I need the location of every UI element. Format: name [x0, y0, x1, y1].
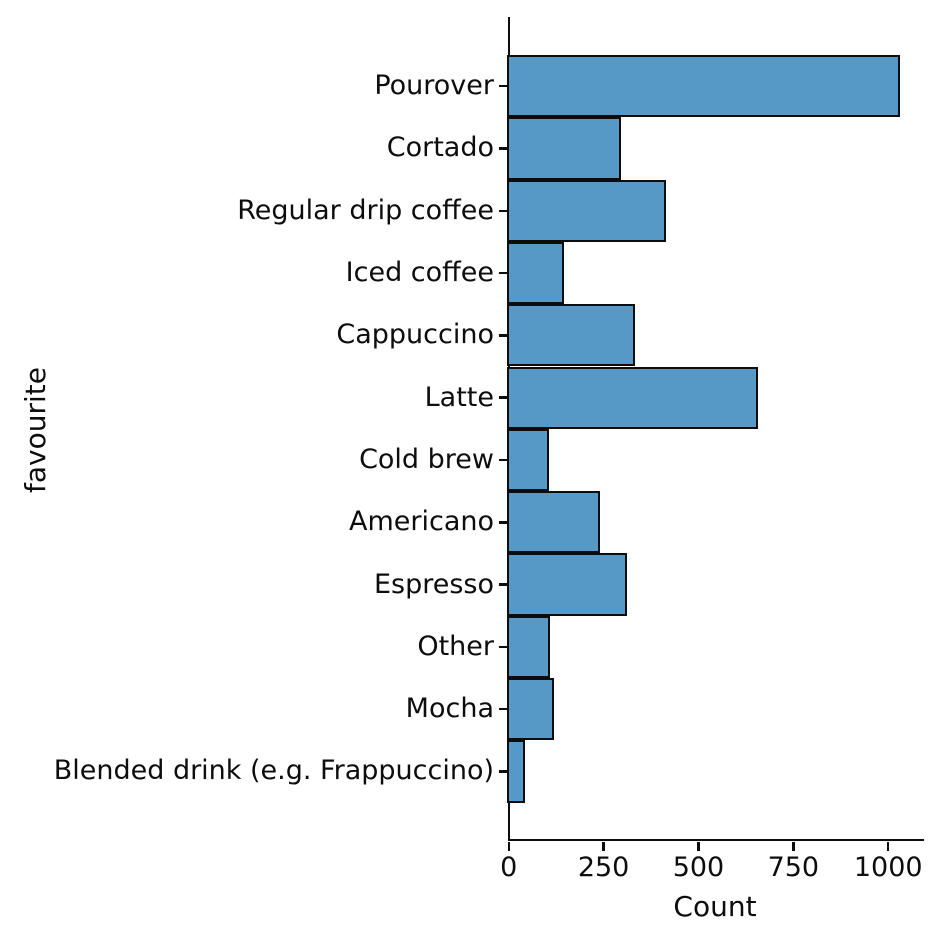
bar-other [507, 615, 550, 678]
y-tick-label: Regular drip coffee [237, 194, 494, 226]
y-tick [498, 645, 508, 649]
y-tick-label: Pourover [374, 70, 494, 102]
x-tick-label: 250 [577, 852, 630, 883]
plot-area [507, 17, 924, 841]
y-tick [498, 707, 508, 711]
x-tick [697, 841, 700, 851]
y-tick [498, 521, 508, 524]
y-tick-label: Iced coffee [345, 257, 494, 289]
bar-mocha [507, 678, 554, 741]
y-tick [498, 147, 508, 150]
y-tick-label: Other [417, 630, 494, 662]
y-tick-label: Cortado [386, 132, 494, 164]
x-tick-label: 500 [672, 852, 725, 883]
x-tick [886, 841, 890, 851]
bar-iced-coffee [507, 241, 564, 305]
bar-blended-drink-e-g-frappuccino [507, 740, 526, 803]
x-tick [792, 841, 795, 851]
y-tick [498, 271, 508, 275]
y-tick-label: Latte [424, 381, 494, 413]
y-tick-label: Mocha [405, 693, 494, 725]
bar-espresso [507, 553, 628, 616]
bar-regular-drip-coffee [507, 179, 667, 242]
y-tick-label: Espresso [373, 568, 494, 600]
x-tick-label: 1000 [853, 852, 923, 883]
y-tick [498, 396, 508, 399]
x-axis-label: Count [673, 890, 757, 923]
bar-cold-brew [507, 428, 549, 492]
y-tick-label: Blended drink (e.g. Frappuccino) [53, 755, 494, 787]
y-tick-label: Cold brew [359, 443, 494, 475]
y-tick [498, 334, 508, 337]
bar-cappuccino [507, 304, 635, 367]
bar-americano [507, 491, 601, 554]
y-tick [498, 84, 508, 88]
y-tick-label: Cappuccino [336, 319, 494, 351]
y-tick [498, 209, 508, 212]
x-tick [507, 841, 510, 851]
bar-cortado [507, 117, 621, 180]
bar-pourover [507, 55, 900, 118]
x-tick-label: 750 [767, 852, 820, 883]
bar-latte [507, 366, 759, 429]
y-tick [498, 458, 508, 462]
y-tick-label: Americano [348, 506, 494, 538]
x-tick [602, 841, 605, 851]
y-tick [498, 583, 508, 586]
y-tick [498, 770, 508, 773]
x-tick-label: 0 [500, 852, 518, 883]
